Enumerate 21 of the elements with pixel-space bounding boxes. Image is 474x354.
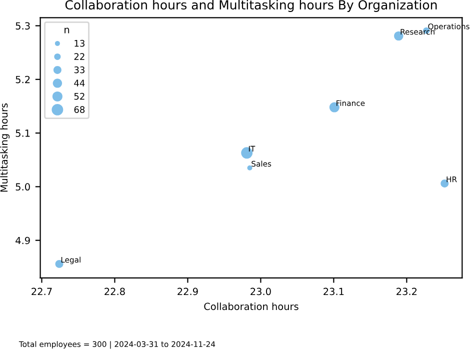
x-tick-label: 23.1 (324, 288, 344, 296)
y-tick-label: 5.2 (16, 76, 30, 84)
legend-title: n (64, 28, 70, 34)
y-tick-label: 5.3 (16, 22, 30, 30)
y-tick-label: 5.1 (16, 130, 30, 137)
x-tick-label: 22.9 (178, 288, 198, 296)
chart-title: Collaboration hours and Multitasking hours By Organization (65, 0, 437, 12)
x-axis-title: Collaboration hours (204, 302, 298, 310)
legend-label: 13 (74, 40, 84, 47)
legend-label: 33 (74, 66, 84, 74)
legend-label: 52 (74, 92, 84, 100)
y-axis-title: Multitasking hours (0, 103, 10, 192)
x-tick-label: 23.0 (250, 288, 271, 296)
x-tick-label: 22.8 (104, 288, 125, 296)
x-tick-label: 23.2 (396, 288, 417, 296)
y-tick-label: 5.0 (16, 183, 30, 191)
legend-label: 68 (74, 106, 85, 113)
legend-label: 22 (74, 53, 84, 60)
legend-label: 44 (74, 80, 85, 86)
y-tick-label: 4.9 (16, 236, 30, 244)
x-tick-label: 22.7 (32, 288, 52, 295)
